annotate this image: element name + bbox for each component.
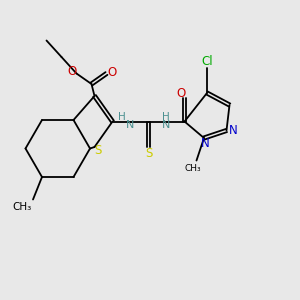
Text: N: N xyxy=(201,137,210,150)
Text: Cl: Cl xyxy=(201,55,213,68)
Text: N: N xyxy=(162,120,171,130)
Text: H: H xyxy=(118,112,125,122)
Text: H: H xyxy=(162,112,170,122)
Text: O: O xyxy=(68,65,76,78)
Text: N: N xyxy=(229,124,238,137)
Text: S: S xyxy=(94,144,102,157)
Text: O: O xyxy=(176,87,185,101)
Text: N: N xyxy=(125,120,134,130)
Text: CH₃: CH₃ xyxy=(12,202,31,212)
Text: CH₃: CH₃ xyxy=(184,164,201,173)
Text: S: S xyxy=(145,146,152,160)
Text: O: O xyxy=(107,65,116,79)
